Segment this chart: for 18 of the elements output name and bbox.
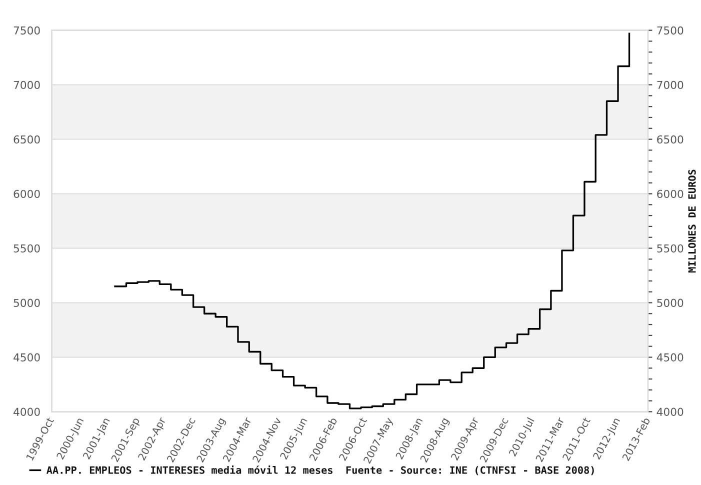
y2-axis-title: MILLONES DE EUROS xyxy=(688,170,696,272)
legend-label: AA.PP. EMPLEOS - INTERESES media móvil 12 meses Fuente - Source: INE (CTNFSI - BASE 2008) xyxy=(46,466,594,476)
y-tick-label: 7500 xyxy=(14,26,40,35)
y-tick-label: 5500 xyxy=(14,244,40,253)
y2-tick-label: 7500 xyxy=(657,26,684,35)
y-tick-label: 4500 xyxy=(14,353,40,362)
y2-tick-label: 7000 xyxy=(657,80,684,90)
y-tick-label: 5000 xyxy=(14,298,40,307)
y2-tick-label: 4500 xyxy=(656,353,684,362)
y-tick-label: 7000 xyxy=(14,80,40,90)
y2-tick-label: 5500 xyxy=(657,244,684,253)
y-tick-label: 6500 xyxy=(14,135,40,144)
y-tick-label: 4000 xyxy=(14,408,40,416)
y2-tick-label: 6000 xyxy=(657,190,684,198)
y2-tick-label: 6500 xyxy=(657,135,684,144)
y2-tick-label: 4000 xyxy=(656,408,684,416)
y2-tick-label: 5000 xyxy=(657,298,684,307)
y-tick-label: 6000 xyxy=(14,190,40,198)
